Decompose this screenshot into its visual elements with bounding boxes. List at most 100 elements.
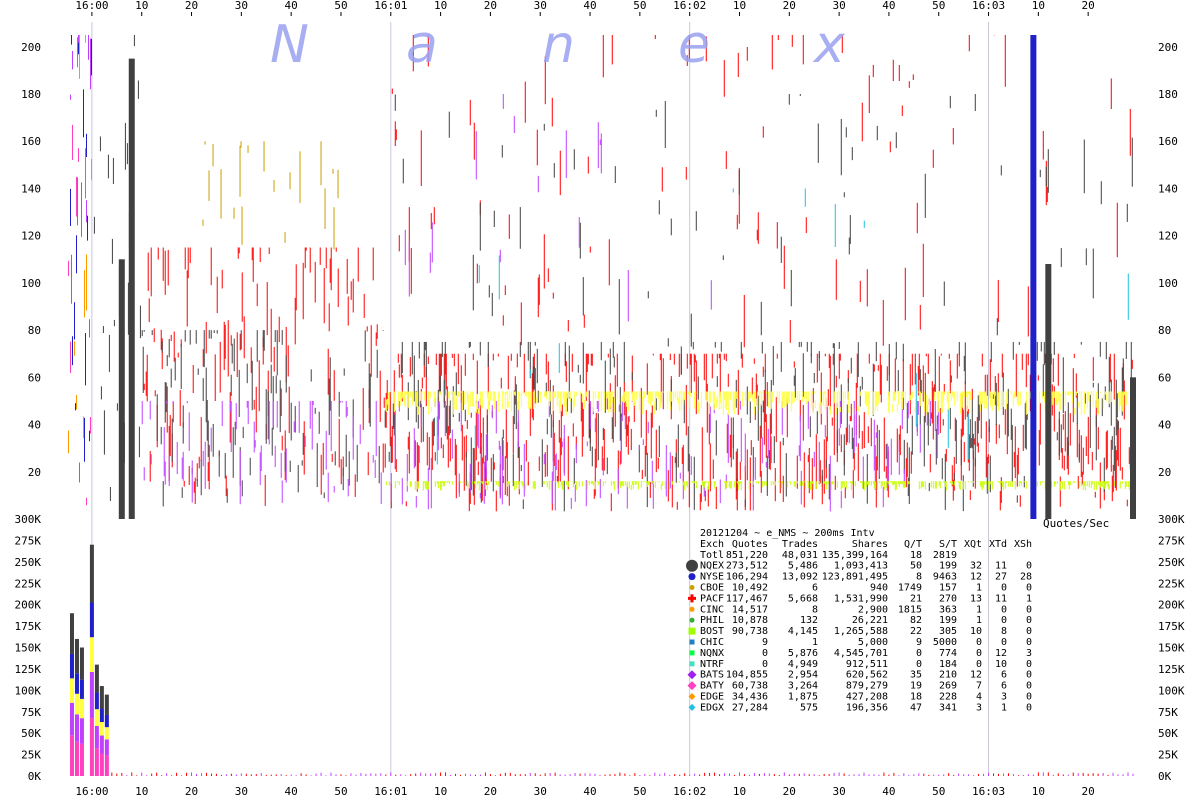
legend-marker xyxy=(689,650,695,656)
legend-marker xyxy=(687,681,697,691)
legend-cell: 157 xyxy=(939,583,957,594)
volume-bar xyxy=(74,673,79,694)
volume-bar xyxy=(79,698,84,719)
x-tick-label-bottom: 20 xyxy=(1082,785,1095,798)
legend-cell: 50 xyxy=(910,561,922,572)
quote-spike-nqex xyxy=(1045,264,1052,519)
legend-cell: 9 xyxy=(916,637,922,648)
x-tick-label-top: 10 xyxy=(1032,0,1045,12)
legend-header: XTd xyxy=(989,539,1007,550)
x-tick-label-top: 20 xyxy=(185,0,198,12)
quote-marks xyxy=(68,35,1136,520)
volume-bar xyxy=(79,743,84,776)
legend-cell: 28 xyxy=(1020,572,1032,583)
volume-bar xyxy=(99,722,104,736)
legend-header: Quotes xyxy=(732,539,768,550)
volume-bars xyxy=(69,544,1134,776)
legend-cell: 4,545,701 xyxy=(834,648,888,659)
x-tick-label-top: 16:02 xyxy=(673,0,706,12)
volume-bar xyxy=(94,748,99,776)
legend-marker xyxy=(687,670,697,680)
legend-cell: 1 xyxy=(1026,593,1032,604)
y-tick-label-right-volume: 50K xyxy=(1158,727,1178,740)
legend-cell: 1,265,588 xyxy=(834,626,888,637)
legend-cell: 9 xyxy=(762,637,768,648)
legend-cell: PACF xyxy=(700,593,724,604)
legend-cell: 6 xyxy=(1001,681,1007,692)
legend-cell: 7 xyxy=(976,681,982,692)
y-tick-label-left-volume: 225K xyxy=(15,577,42,590)
y-tick-label-right: 40 xyxy=(1158,419,1171,432)
legend-cell: NYSE xyxy=(700,572,724,583)
legend-cell: NQNX xyxy=(700,648,724,659)
y-tick-label-left-volume: 25K xyxy=(21,749,41,762)
legend-cell: 5,668 xyxy=(788,593,818,604)
y-tick-label-right: 120 xyxy=(1158,230,1178,243)
legend-cell: 427,208 xyxy=(846,692,888,703)
legend-title: 20121204 ~ e_NMS ~ 200ms Intv xyxy=(700,528,875,539)
volume-bar xyxy=(104,755,109,776)
legend-cell: 10,492 xyxy=(732,583,768,594)
legend-cell: 22 xyxy=(910,626,922,637)
legend-cell: 117,467 xyxy=(726,593,768,604)
y-tick-label-right: 160 xyxy=(1158,135,1178,148)
legend-cell: 0 xyxy=(1001,604,1007,615)
legend-cell: 123,891,495 xyxy=(822,572,888,583)
volume-bar xyxy=(94,692,99,710)
legend-cell: 620,562 xyxy=(846,670,888,681)
y-tick-label-left-volume: 175K xyxy=(15,620,42,633)
legend-cell: 0 xyxy=(762,659,768,670)
x-tick-label-bottom: 16:03 xyxy=(972,785,1005,798)
legend-cell: 106,294 xyxy=(726,572,768,583)
legend-cell: 10 xyxy=(995,659,1007,670)
x-tick-label-bottom: 10 xyxy=(434,785,447,798)
y-tick-label-left-volume: 0K xyxy=(28,770,42,783)
legend-cell: 0 xyxy=(762,648,768,659)
legend-cell: 879,279 xyxy=(846,681,888,692)
y-tick-label-right-volume: 225K xyxy=(1158,577,1185,590)
y-tick-label-right: 80 xyxy=(1158,324,1171,337)
legend-cell: 13,092 xyxy=(782,572,818,583)
legend-cell: 0 xyxy=(976,637,982,648)
legend-cell: 305 xyxy=(939,626,957,637)
y-tick-label-left: 60 xyxy=(28,371,41,384)
legend-cell: 2,900 xyxy=(858,604,888,615)
legend-cell: 3 xyxy=(1001,692,1007,703)
legend-cell: 135,399,164 xyxy=(822,550,888,561)
y-tick-label-left: 140 xyxy=(21,182,41,195)
legend-header: Exch xyxy=(700,539,724,550)
watermark-letter: n xyxy=(542,15,575,75)
legend-cell: 9463 xyxy=(933,572,957,583)
volume-bar xyxy=(74,638,79,674)
legend-cell: 0 xyxy=(1026,615,1032,626)
y-tick-label-left-volume: 250K xyxy=(15,556,42,569)
legend-cell: 912,511 xyxy=(846,659,888,670)
x-tick-label-bottom: 30 xyxy=(832,785,845,798)
legend-cell: 3 xyxy=(1026,648,1032,659)
legend-cell: 199 xyxy=(939,615,957,626)
x-tick-label-top: 16:00 xyxy=(75,0,108,12)
x-tick-label-top: 50 xyxy=(334,0,347,12)
y-tick-label-right-volume: 300K xyxy=(1158,513,1185,526)
legend-cell: 10,878 xyxy=(732,615,768,626)
legend-cell: 12 xyxy=(995,648,1007,659)
y-tick-label-left-volume: 100K xyxy=(15,684,42,697)
legend-cell: 273,512 xyxy=(726,561,768,572)
volume-bar xyxy=(89,718,94,776)
quote-spike-nyse xyxy=(1030,35,1037,519)
legend-cell: 341 xyxy=(939,702,957,713)
y-tick-label-right: 200 xyxy=(1158,41,1178,54)
legend-cell: 90,738 xyxy=(732,626,768,637)
y-tick-label-left-volume: 75K xyxy=(21,706,41,719)
x-tick-label-bottom: 40 xyxy=(882,785,895,798)
y-tick-label-right: 20 xyxy=(1158,466,1171,479)
legend-cell: 6 xyxy=(812,583,818,594)
legend-cell: Totl xyxy=(700,550,724,561)
y-tick-label-left-volume: 300K xyxy=(15,513,42,526)
legend-cell: 0 xyxy=(916,659,922,670)
legend-cell: 4,145 xyxy=(788,626,818,637)
x-tick-label-top: 50 xyxy=(932,0,945,12)
